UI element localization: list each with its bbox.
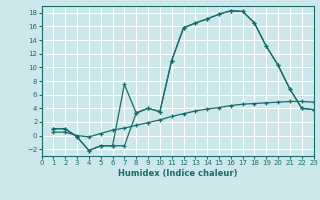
X-axis label: Humidex (Indice chaleur): Humidex (Indice chaleur) [118, 169, 237, 178]
